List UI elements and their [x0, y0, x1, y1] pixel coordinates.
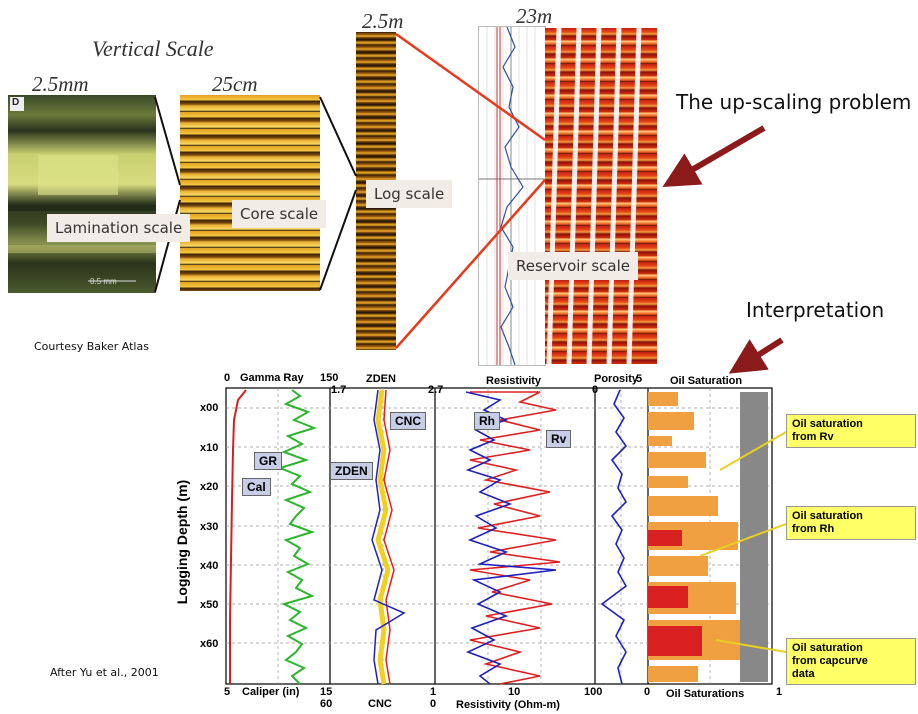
- rh-tag: Rh: [474, 412, 500, 430]
- track3-bottom-right: 100: [584, 686, 603, 698]
- track2-bottom-left: 60: [320, 698, 333, 710]
- oil-saturation-capcurve-box: Oil saturation from capcurve data: [786, 638, 916, 685]
- cal-tag: Cal: [242, 478, 271, 496]
- scale-label-23m: 23m: [516, 4, 553, 28]
- reservoir-image: [545, 28, 657, 364]
- track2-top-right: 2.7: [428, 384, 444, 396]
- reservoir-log-curves: [478, 26, 546, 366]
- thin-section-scalebar: 0.5 mm: [90, 277, 117, 286]
- track4-top-title: Porosity: [594, 373, 639, 385]
- track1-bottom-left: 5: [224, 686, 231, 698]
- track5-bottom-title: Oil Saturations: [666, 688, 745, 700]
- thin-section-image: D 0.5 mm: [8, 95, 156, 293]
- thin-section-letter: D: [12, 97, 20, 108]
- vertical-scale-title: Vertical Scale: [92, 36, 214, 61]
- track3-bottom-mid: 10: [508, 686, 521, 698]
- track2-top-title: ZDEN: [366, 373, 396, 385]
- log-scale-callout: Log scale: [366, 180, 453, 208]
- core-image: [180, 95, 320, 291]
- track1-top-right: 150: [320, 372, 339, 384]
- track4-top-right: .5: [633, 373, 643, 385]
- track5-top-title: Oil Saturation: [670, 375, 743, 387]
- oil-saturation-fill: [648, 392, 768, 682]
- scale-label-2-5m: 2.5m: [362, 9, 404, 33]
- interpretation-label: Interpretation: [746, 298, 885, 322]
- track2-bottom-extra: 1: [430, 686, 437, 698]
- after-yu-label: After Yu et al., 2001: [50, 666, 159, 679]
- upscaling-arrow: [662, 125, 766, 188]
- gr-tag: GR: [254, 452, 282, 470]
- track2-top-left: 1.7: [331, 384, 347, 396]
- depth-tick: x10: [200, 442, 219, 454]
- reservoir-scale-callout: Reservoir scale: [508, 252, 638, 280]
- track1-bottom-title: Caliper (in): [242, 686, 300, 698]
- core-scale-callout: Core scale: [232, 200, 327, 228]
- lamination-scale-callout: Lamination scale: [47, 214, 191, 242]
- track3-bottom-title: Resistivity (Ohm-m): [456, 699, 560, 711]
- depth-tick: x60: [200, 638, 219, 650]
- courtesy-label: Courtesy Baker Atlas: [34, 340, 149, 353]
- upscaling-problem-label: The up-scaling problem: [676, 90, 912, 114]
- track2-bottom-right: 0: [430, 698, 437, 710]
- track1-top-title: Gamma Ray: [240, 372, 304, 384]
- depth-tick: x50: [200, 599, 219, 611]
- cnc-tag: CNC: [390, 412, 426, 430]
- depth-tick: x40: [200, 560, 219, 572]
- oil-saturation-rh-box: Oil saturation from Rh: [786, 506, 916, 540]
- depth-tick: x30: [200, 521, 219, 533]
- arrows: [662, 125, 784, 374]
- track5-bottom-right: 1: [776, 686, 783, 698]
- rv-tag: Rv: [546, 430, 572, 448]
- track1-bottom-right: 15: [320, 686, 333, 698]
- track5-bottom-left: 0: [644, 686, 651, 698]
- track3-top-title: Resistivity: [486, 375, 542, 387]
- depth-tick: x20: [200, 481, 219, 493]
- interpretation-arrow: [728, 337, 784, 374]
- scale-label-2-5mm: 2.5mm: [32, 72, 89, 96]
- track2-bottom-title: CNC: [368, 698, 392, 710]
- depth-tick: x00: [200, 402, 219, 414]
- scale-label-25cm: 25cm: [212, 72, 258, 96]
- zden-tag: ZDEN: [330, 462, 373, 480]
- track1-top-left: 0: [224, 372, 231, 384]
- oil-saturation-rv-box: Oil saturation from Rv: [786, 414, 916, 448]
